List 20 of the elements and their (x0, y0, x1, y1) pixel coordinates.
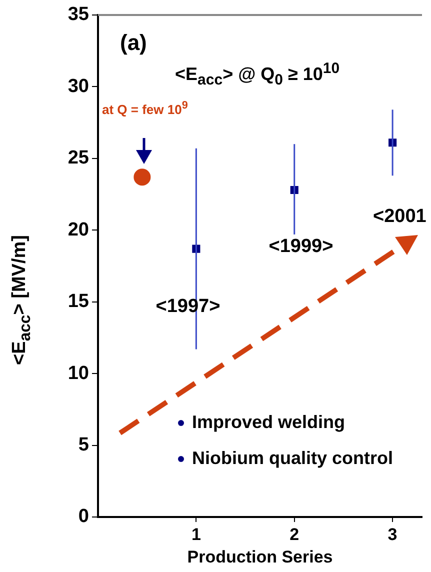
annotation: <2001 (373, 206, 426, 228)
point (134, 168, 151, 186)
y-tick-label: 20 (68, 219, 89, 240)
y-tick-label: 0 (78, 506, 89, 528)
x-tick-label: 1 (191, 524, 201, 544)
y-tick-label: 5 (78, 434, 90, 456)
annotation: Niobium quality control (192, 448, 393, 469)
y-tick-label: 15 (68, 291, 90, 312)
annotation: <E$_{acc}$> @ Q$_{0}$ ≥ 10$^{10}$ (175, 60, 340, 89)
x-tick-label: 3 (388, 524, 398, 544)
y-tick-label: 10 (68, 362, 89, 384)
annotation: (a) (120, 30, 147, 56)
annotation: <1999> (268, 236, 334, 258)
y-tick-label: 25 (68, 148, 90, 169)
annotation: at Q = few 10$^{9}$ (102, 100, 188, 118)
annotation: Improved welding (192, 412, 346, 433)
y-tick-label: 30 (68, 76, 89, 97)
x-axis-title: Production Series (187, 547, 333, 566)
y-tick-label: 35 (68, 4, 90, 26)
x-tick-label: 2 (290, 524, 300, 544)
